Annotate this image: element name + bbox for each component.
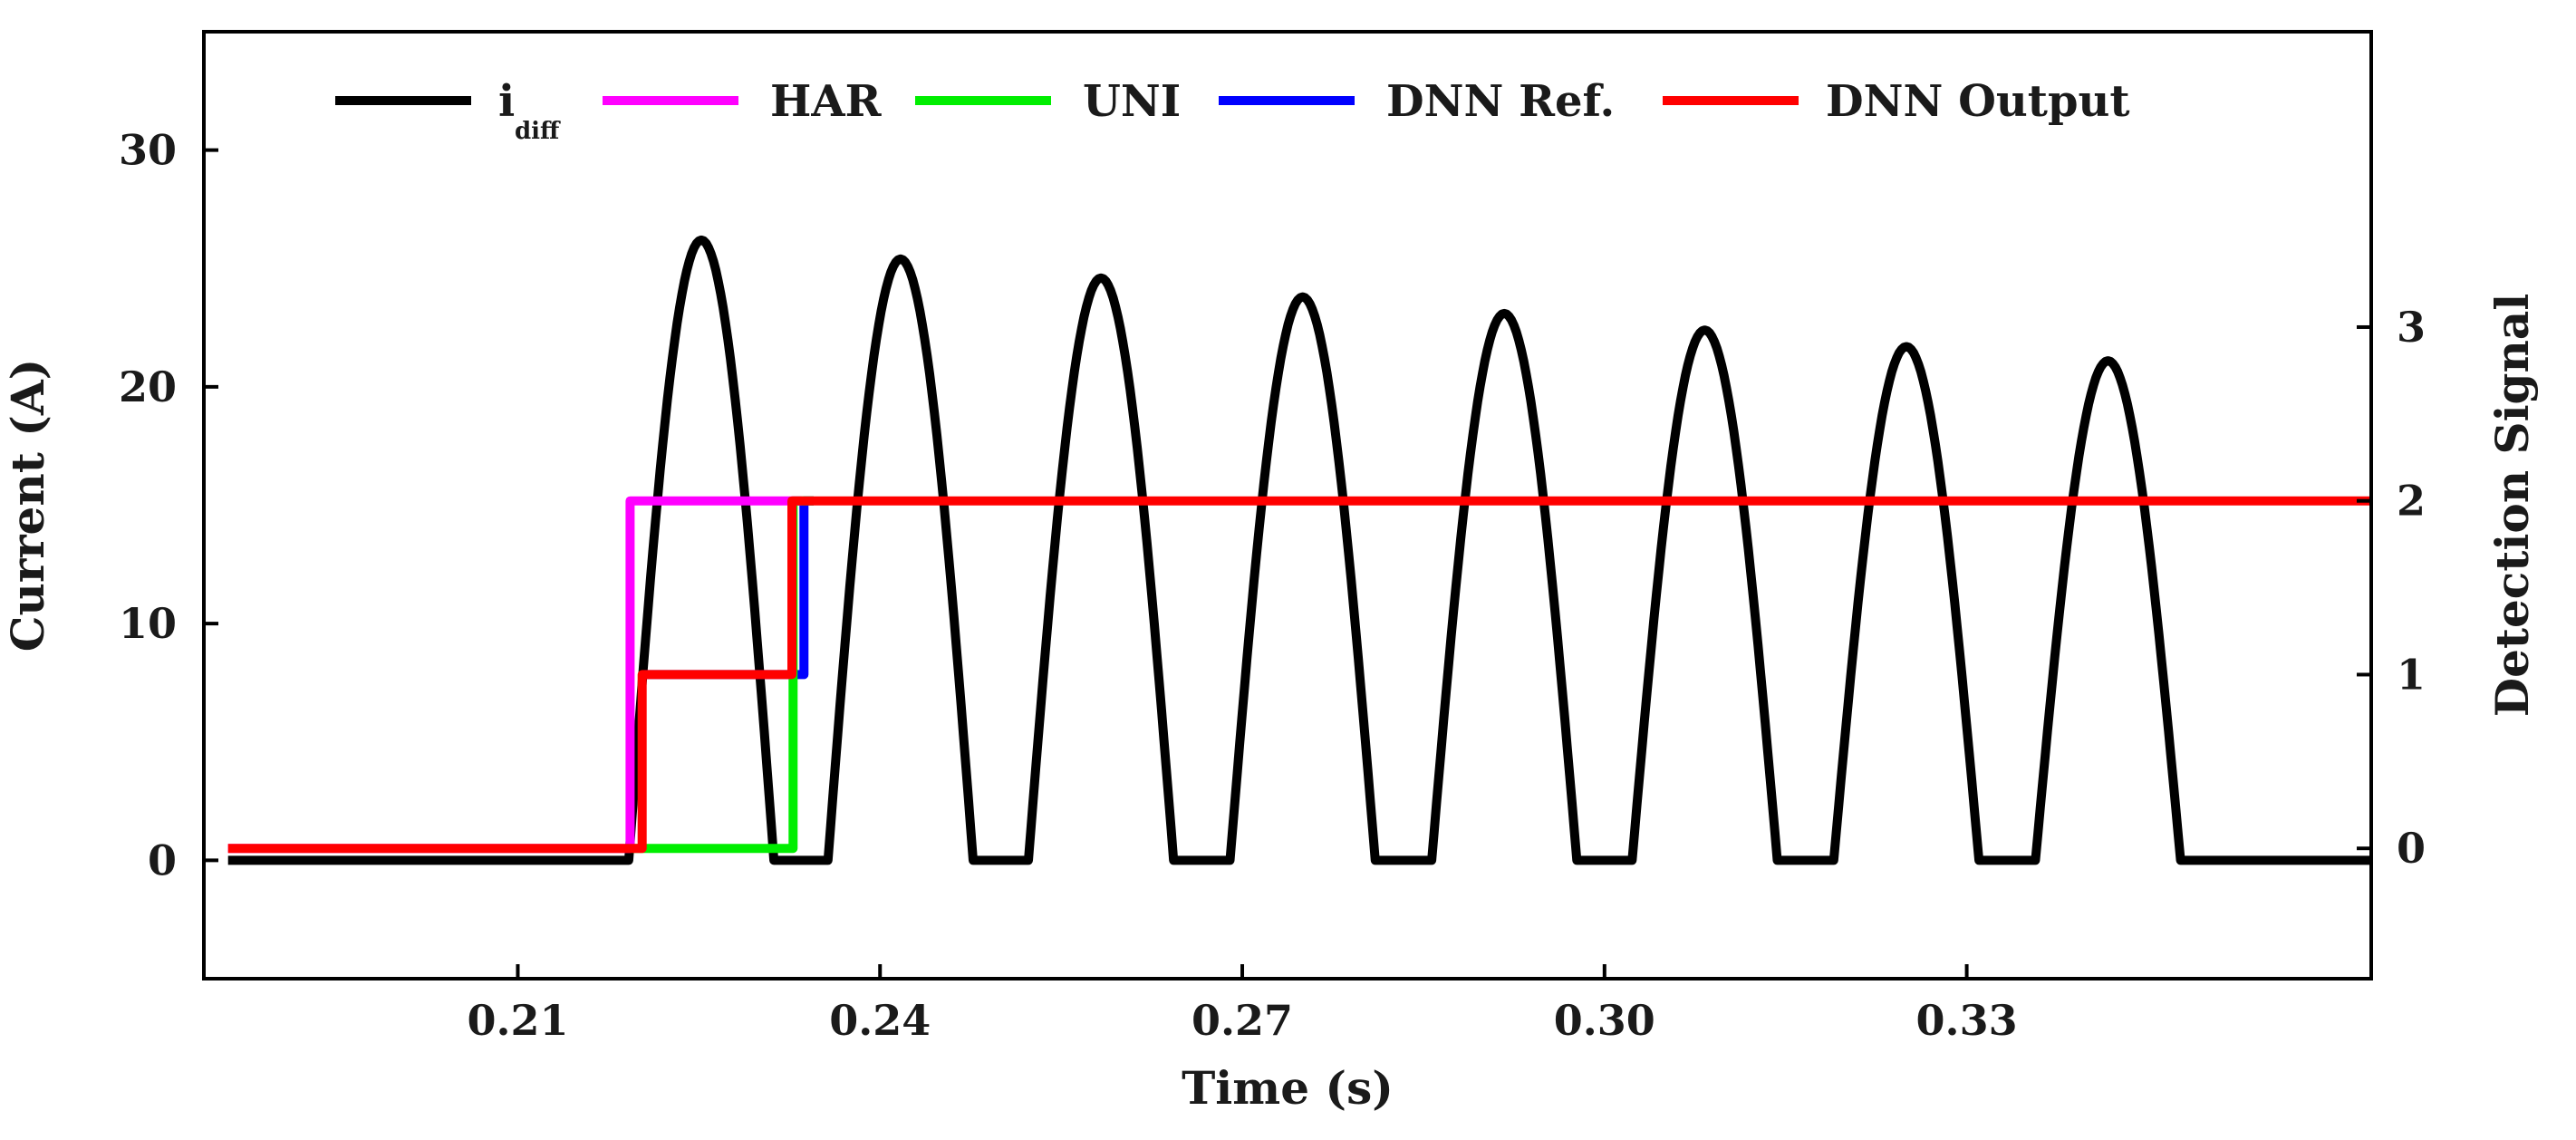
series-line-dnn-output [227,496,2371,854]
x-axis-title: Time (s) [1182,1061,1394,1115]
y2-tick-label: 2 [2397,477,2426,526]
plot-lines [227,235,2371,865]
y-tick-label: 30 [119,126,177,175]
x-tick-label: 0.30 [1554,996,1655,1045]
x-tick-label: 0.33 [1916,996,2018,1045]
y-tick-label: 10 [119,599,177,648]
y2-axis-title: Detection Signal [2485,294,2539,718]
legend-label-dnn-output: DNN Output [1826,76,2130,127]
y2-tick-label: 1 [2397,650,2426,699]
legend-label-sub: diff [515,118,561,145]
y-tick-label: 0 [148,836,177,884]
y-tick-label: 20 [119,362,177,411]
legend-label-har: HAR [770,76,883,127]
y-axis-title: Current (A) [1,359,54,652]
legend-label-dnn-ref: DNN Ref. [1386,76,1615,127]
y2-tick-label: 3 [2397,303,2426,352]
plot-frame [202,30,2373,981]
x-tick-label: 0.27 [1192,996,1293,1045]
series-line-i [227,235,2371,865]
legend-label-i: i [498,76,515,127]
legend-label-uni: UNI [1083,76,1181,127]
x-tick-label: 0.24 [829,996,931,1045]
y2-tick-label: 0 [2397,824,2426,873]
x-tick-label: 0.21 [467,996,568,1045]
ticks-layer: 0.21 0.24 0.27 0.30 0.33 0 10 20 30 0 1 2 3 [119,126,2426,1045]
